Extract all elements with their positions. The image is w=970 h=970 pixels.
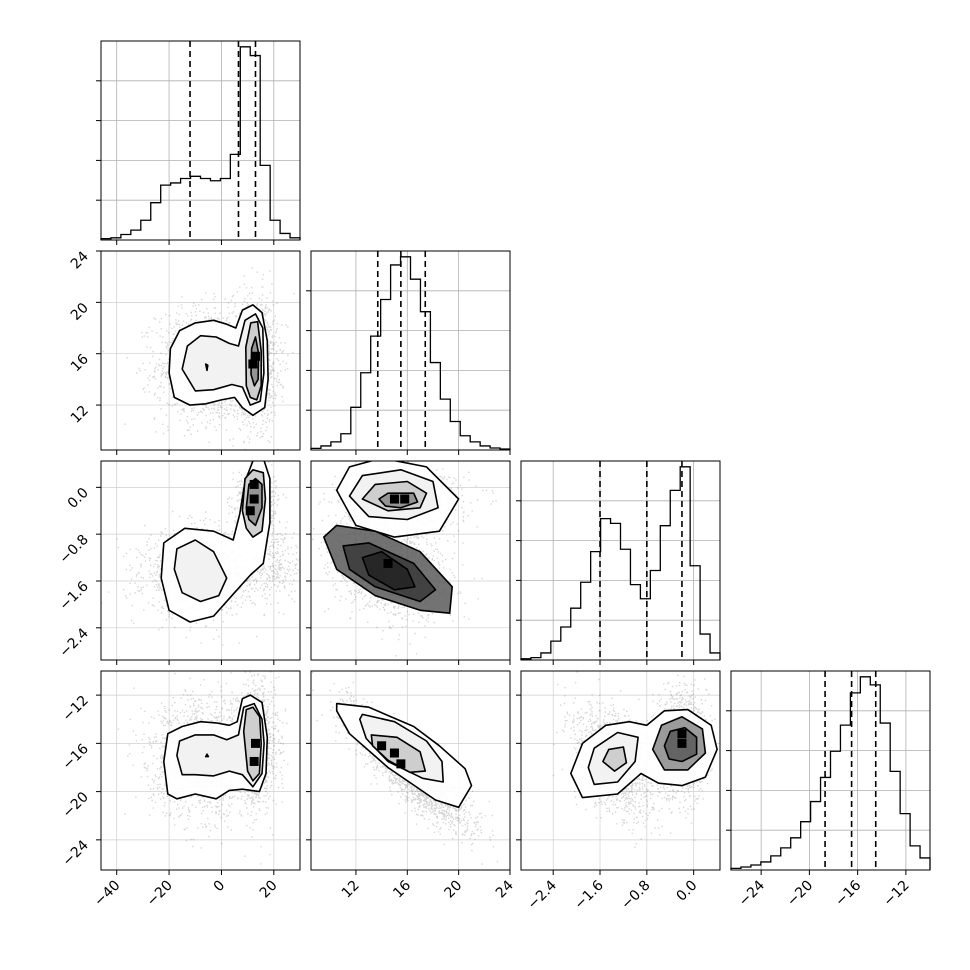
y-tick-label: 24 xyxy=(68,248,92,272)
histogram-step-line xyxy=(100,46,301,240)
x-tick-label: 16 xyxy=(390,877,414,901)
density-peak-cell xyxy=(245,506,255,516)
x-tick-label: 0 xyxy=(211,878,229,896)
panel-content xyxy=(101,671,300,870)
density-contour xyxy=(602,746,628,772)
panel-background xyxy=(311,251,510,450)
scatter-panel-2-0 xyxy=(96,460,301,665)
y-tick-label: 0.0 xyxy=(65,485,92,512)
density-contour xyxy=(204,753,210,758)
y-tick-label: −16 xyxy=(60,741,92,773)
density-contour xyxy=(173,539,228,603)
density-contour xyxy=(181,313,265,406)
x-tick-label: 0.0 xyxy=(673,878,700,905)
y-tick-label: 20 xyxy=(68,300,92,324)
x-tick-label: 20 xyxy=(442,878,466,902)
scatter-panel-1-0 xyxy=(96,250,301,455)
x-tick-label: −20 xyxy=(144,878,176,910)
panel-frame xyxy=(310,460,511,661)
scatter-panel-2-1 xyxy=(306,460,511,665)
panel-content xyxy=(101,251,300,450)
panel-frame xyxy=(100,250,301,451)
density-peak-cell xyxy=(677,738,687,748)
density-peak-cell xyxy=(677,729,687,739)
density-contour xyxy=(361,550,416,591)
panel-content xyxy=(521,671,720,870)
scatter-panel-3-2 xyxy=(516,670,721,875)
histogram-step-line xyxy=(520,466,721,660)
x-tick-label: −1.6 xyxy=(571,877,606,912)
panel-frame xyxy=(520,670,721,871)
x-tick-label: −16 xyxy=(832,877,864,909)
x-tick-label: −12 xyxy=(881,878,913,910)
density-peak-cell xyxy=(248,359,258,369)
density-peak-cell xyxy=(400,494,410,504)
y-tick-label: 12 xyxy=(68,403,92,427)
x-tick-label: −2.4 xyxy=(525,877,560,912)
panel-frame xyxy=(310,670,511,871)
x-tick-label: 12 xyxy=(339,878,363,902)
x-tick-label: −0.8 xyxy=(618,878,653,913)
x-tick-label: 20 xyxy=(257,878,281,902)
panel-content xyxy=(311,461,510,660)
histogram-panel-0 xyxy=(96,40,301,245)
panel-frame xyxy=(730,670,931,871)
y-tick-label: −1.6 xyxy=(56,578,91,613)
density-peak-cell xyxy=(389,494,399,504)
scatter-panel-3-1 xyxy=(306,670,511,875)
density-peak-cell xyxy=(249,494,259,504)
panel-frame xyxy=(100,460,301,661)
panel-frame xyxy=(100,40,301,241)
density-peak-cell xyxy=(389,748,399,758)
density-peak-cell xyxy=(396,759,406,769)
y-tick-label: 16 xyxy=(68,351,92,375)
density-peak-cell xyxy=(249,479,259,489)
panel-frame xyxy=(520,460,721,661)
histogram-panel-2 xyxy=(516,460,721,665)
x-tick-label: −40 xyxy=(91,878,123,910)
x-tick-label: −24 xyxy=(736,877,768,909)
scatter-panel-3-0 xyxy=(96,670,301,875)
x-tick-label: 24 xyxy=(493,877,517,901)
density-peak-cell xyxy=(250,351,260,361)
density-contour xyxy=(176,702,265,788)
density-peak-cell xyxy=(249,756,259,766)
y-tick-label: −24 xyxy=(60,837,92,869)
histogram-panel-1 xyxy=(306,250,511,455)
histogram-panel-3 xyxy=(726,670,931,875)
density-peak-cell xyxy=(250,738,260,748)
density-contour xyxy=(204,363,209,372)
panel-background xyxy=(521,461,720,660)
histogram-step-line xyxy=(310,256,511,450)
panel-background xyxy=(101,41,300,240)
panel-frame xyxy=(100,670,301,871)
histogram-step-line xyxy=(730,676,931,870)
y-tick-label: −20 xyxy=(60,789,92,821)
density-peak-cell xyxy=(383,558,393,568)
x-tick-label: −20 xyxy=(784,878,816,910)
y-tick-label: −2.4 xyxy=(56,625,91,660)
density-peak-cell xyxy=(377,741,387,751)
y-tick-label: −0.8 xyxy=(56,532,91,567)
panel-frame xyxy=(310,250,511,451)
panel-content xyxy=(311,671,510,870)
panel-content xyxy=(101,461,300,660)
y-tick-label: −12 xyxy=(60,693,92,725)
